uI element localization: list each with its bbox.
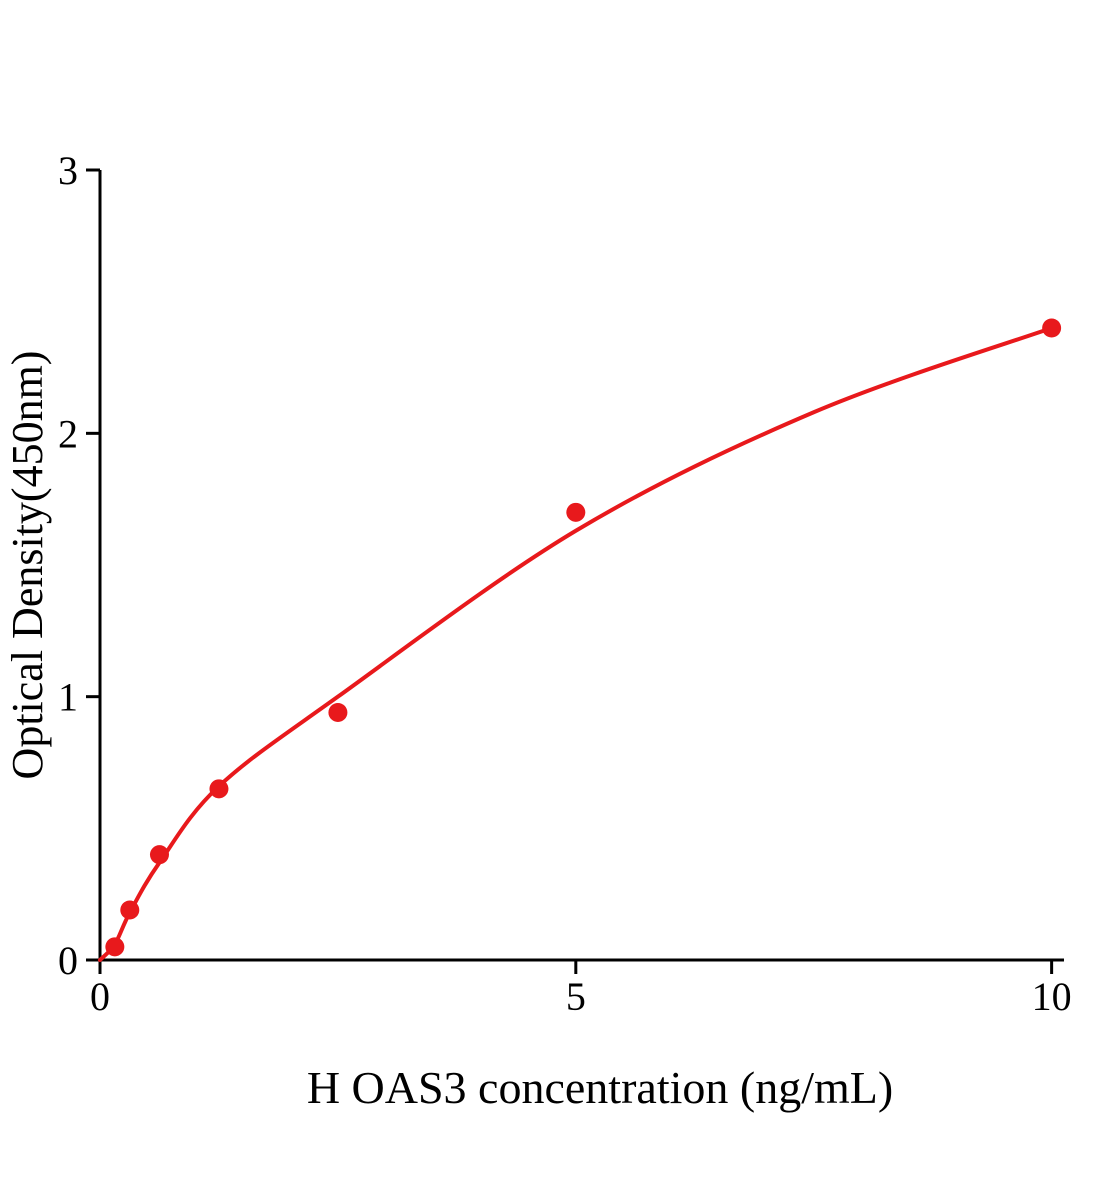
data-point xyxy=(149,845,169,865)
axes xyxy=(98,170,1064,962)
x-tick-label: 5 xyxy=(566,974,586,1019)
y-axis-label: Optical Density(450nm) xyxy=(3,351,52,780)
y-tick-label: 3 xyxy=(58,148,78,193)
y-tick-label: 1 xyxy=(58,675,78,720)
data-point xyxy=(566,502,586,522)
data-point xyxy=(1042,318,1062,338)
data-point xyxy=(105,937,125,957)
y-tick-label: 0 xyxy=(58,938,78,983)
data-point xyxy=(328,702,348,722)
x-tick-label: 0 xyxy=(90,974,110,1019)
plot-generated-layer: 0 1 2 3 0 5 10 xyxy=(58,148,1072,1019)
data-point xyxy=(120,900,140,920)
fit-curve xyxy=(98,326,1054,962)
x-tick-label: 10 xyxy=(1032,974,1072,1019)
data-point xyxy=(209,779,229,799)
x-axis-label: H OAS3 concentration (ng/mL) xyxy=(307,1062,893,1113)
y-tick-label: 2 xyxy=(58,411,78,456)
